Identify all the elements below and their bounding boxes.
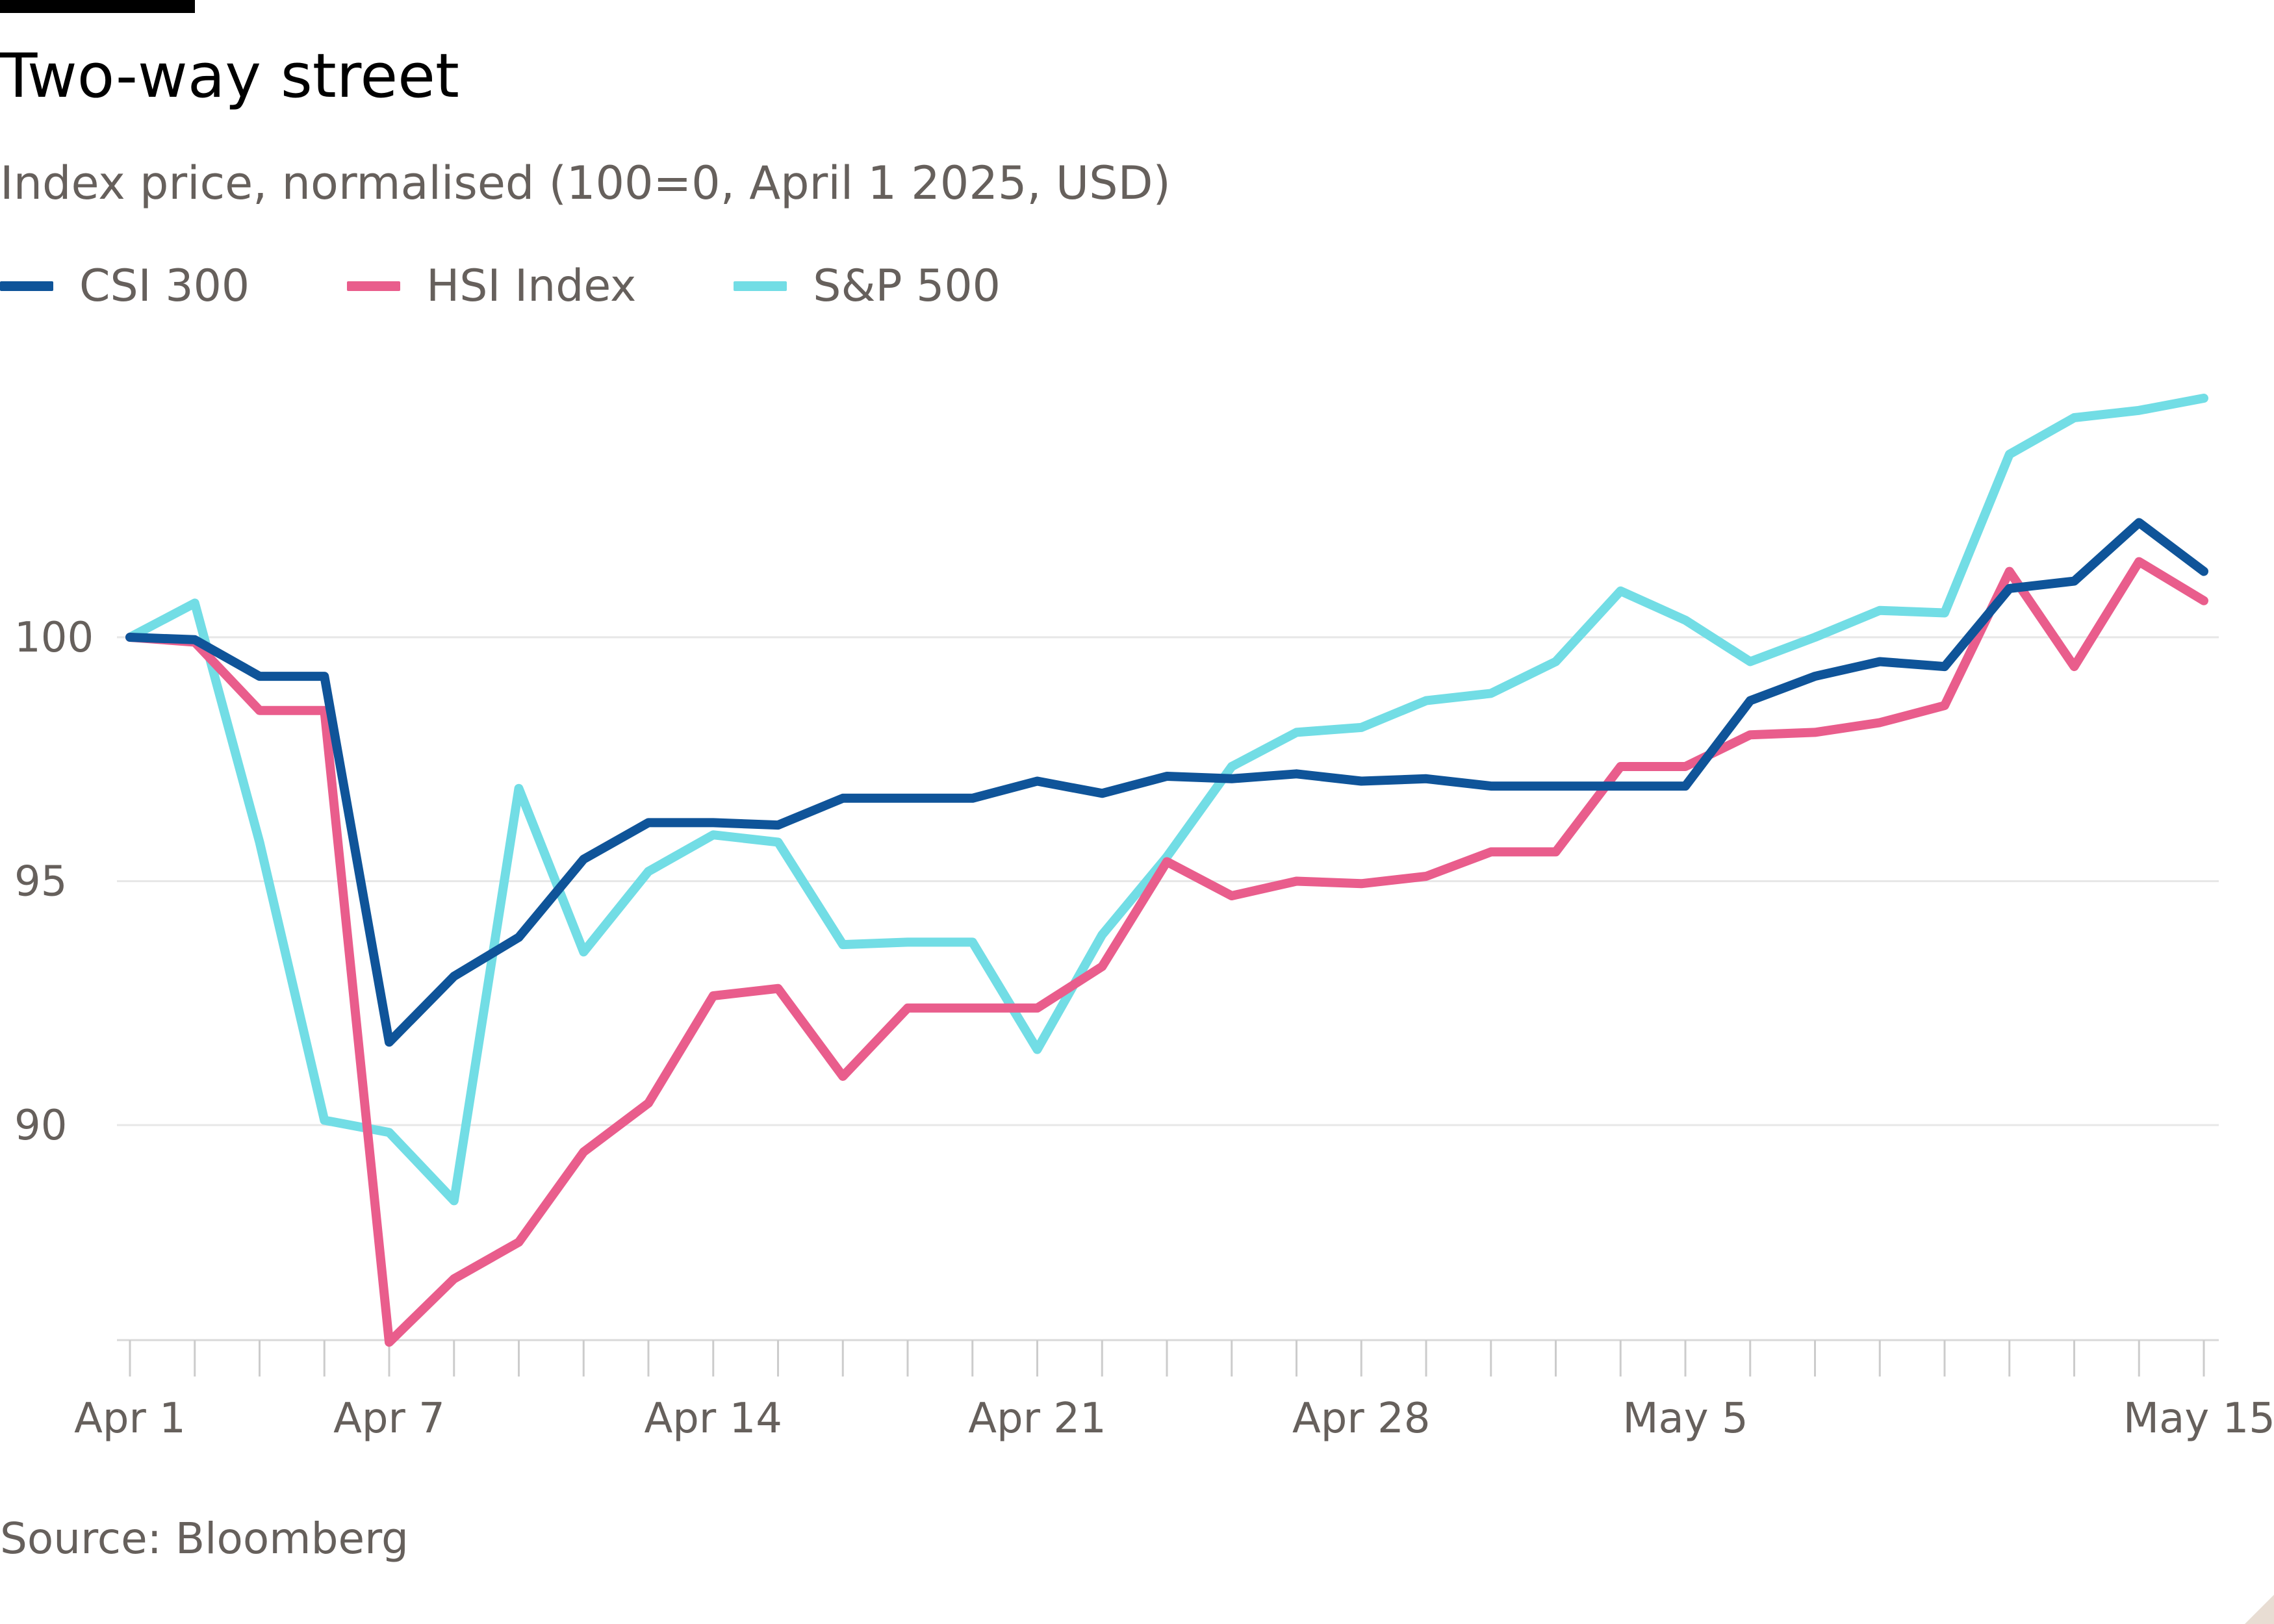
legend-swatch-csi300 bbox=[0, 281, 53, 291]
chart-subtitle: Index price, normalised (100=0, April 1 … bbox=[0, 157, 1171, 210]
line-hsi bbox=[125, 557, 2208, 1347]
x-tick-label: Apr 1 bbox=[74, 1395, 186, 1443]
x-tick-label: May 5 bbox=[1622, 1395, 1748, 1443]
x-tick-label: May 15 bbox=[2123, 1395, 2274, 1443]
y-tick-label: 100 bbox=[14, 614, 94, 662]
x-tick-label: Apr 14 bbox=[645, 1395, 783, 1443]
x-tick-label: Apr 28 bbox=[1292, 1395, 1431, 1443]
chart-legend: CSI 300 HSI Index S&P 500 bbox=[0, 260, 1098, 312]
line-csi300 bbox=[125, 518, 2208, 1047]
y-tick-label: 95 bbox=[14, 858, 67, 906]
y-tick-label: 90 bbox=[14, 1102, 67, 1150]
line-sp500 bbox=[125, 394, 2208, 1206]
legend-item-csi300: CSI 300 bbox=[0, 260, 249, 312]
brand-bar bbox=[0, 0, 195, 13]
legend-label-sp500: S&P 500 bbox=[813, 260, 1001, 312]
source-note: Source: Bloomberg bbox=[0, 1514, 409, 1564]
legend-label-csi300: CSI 300 bbox=[79, 260, 250, 312]
legend-item-sp500: S&P 500 bbox=[734, 260, 1001, 312]
legend-item-hsi: HSI Index bbox=[347, 260, 636, 312]
x-tick-label: Apr 7 bbox=[333, 1395, 445, 1443]
corner-fold bbox=[2245, 1595, 2274, 1624]
x-tick-label: Apr 21 bbox=[968, 1395, 1106, 1443]
legend-swatch-hsi bbox=[347, 281, 401, 291]
chart-title: Two-way street bbox=[0, 41, 459, 112]
legend-label-hsi: HSI Index bbox=[426, 260, 637, 312]
legend-swatch-sp500 bbox=[734, 281, 787, 291]
